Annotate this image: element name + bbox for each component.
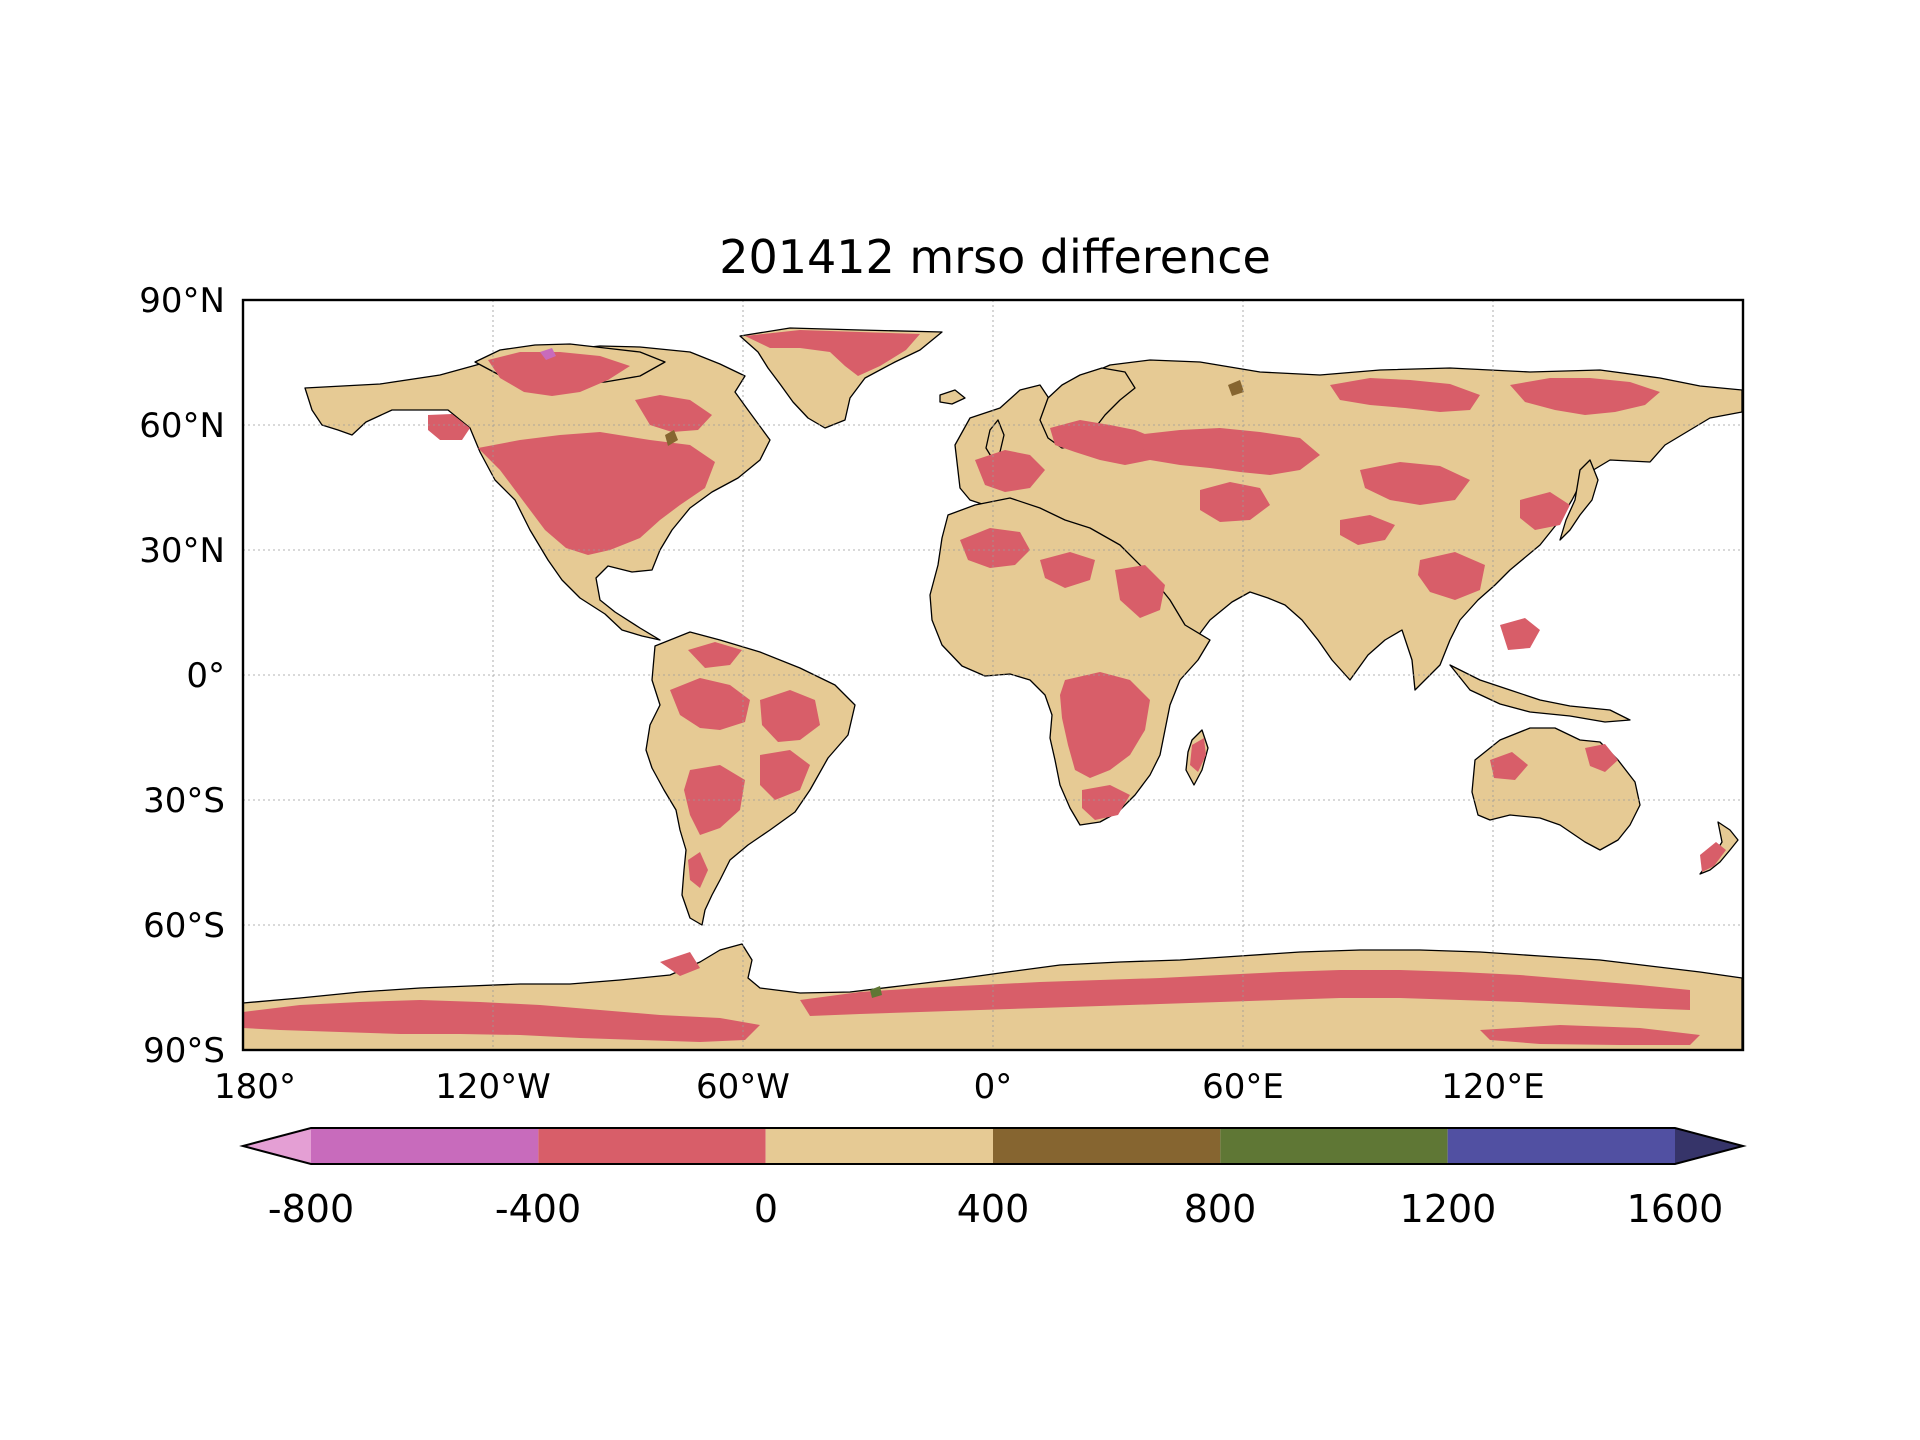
lat-tick-label: 0°	[186, 656, 225, 696]
colorbar-outline	[239, 1127, 1747, 1165]
gridlines	[243, 300, 1743, 1050]
anomaly-patch	[1040, 552, 1095, 588]
colorbar-segment	[765, 1128, 993, 1164]
colorbar-extend-high	[1675, 1128, 1743, 1164]
colorbar-segment	[311, 1128, 539, 1164]
anomaly-patch	[1340, 515, 1395, 545]
anomaly-patch	[975, 450, 1045, 492]
anomaly-patch	[670, 678, 750, 730]
colorbar-tick-label: 400	[957, 1187, 1030, 1231]
colorbar-tick-label: 1600	[1627, 1187, 1724, 1231]
anomaly-patch	[1330, 378, 1480, 412]
anomaly-patch	[1135, 428, 1320, 475]
colorbar-segment	[993, 1128, 1221, 1164]
lon-tick-label: 60°E	[1202, 1067, 1284, 1107]
anomaly-patch	[1228, 380, 1244, 396]
anomaly-patch	[1520, 492, 1570, 530]
map-title: 201412 mrso difference	[719, 230, 1271, 284]
lon-tick-label: 180°	[214, 1067, 296, 1107]
anomaly-patch	[1490, 752, 1528, 780]
lat-tick-label: 60°N	[139, 406, 225, 446]
colorbar-tick-label: 1200	[1400, 1187, 1497, 1231]
colorbar-segment	[1447, 1128, 1675, 1164]
anomaly-patch	[243, 1000, 760, 1042]
colorbar: -800 -400 0 400 800 1200 1600	[239, 1127, 1747, 1231]
colorbar-segment	[538, 1128, 766, 1164]
lon-tick-label: 120°E	[1441, 1067, 1544, 1107]
colorbar-tick-label: -400	[495, 1187, 581, 1231]
anomaly-patch	[1082, 785, 1130, 820]
extreme-anomaly-spots	[540, 348, 1244, 998]
lon-tick-label: 0°	[974, 1067, 1013, 1107]
lon-tick-label: 60°W	[696, 1067, 790, 1107]
anomaly-patch	[1480, 1025, 1700, 1045]
lat-tick-label: 90°N	[139, 281, 225, 321]
anomaly-patch	[1190, 738, 1206, 772]
colorbar-tick-label: 0	[754, 1187, 778, 1231]
lon-tick-labels: 180° 120°W 60°W 0° 60°E 120°E	[214, 1067, 1545, 1107]
colorbar-tick-label: 800	[1184, 1187, 1257, 1231]
colorbar-segments	[311, 1128, 1675, 1164]
anomaly-patch	[540, 348, 556, 360]
lat-tick-label: 30°N	[139, 531, 225, 571]
anomaly-patch	[688, 642, 742, 668]
colorbar-tick-labels: -800 -400 0 400 800 1200 1600	[268, 1187, 1723, 1231]
map-panel	[241, 298, 1745, 1052]
anomaly-patch	[1115, 565, 1165, 618]
landmass-iceland	[939, 389, 966, 405]
lat-tick-labels: 90°N 60°N 30°N 0° 30°S 60°S 90°S	[139, 281, 225, 1071]
colorbar-extend-low	[243, 1128, 311, 1164]
landmass-indonesia	[1449, 664, 1631, 723]
anomaly-patch	[1200, 482, 1270, 522]
anomaly-patch	[1050, 420, 1160, 465]
anomaly-patch	[660, 952, 700, 976]
anomaly-patch	[1360, 462, 1470, 505]
lat-tick-label: 60°S	[143, 906, 225, 946]
lat-tick-label: 90°S	[143, 1031, 225, 1071]
anomaly-patch	[1500, 618, 1540, 650]
map-frame	[241, 298, 1745, 1052]
anomaly-patch	[488, 352, 630, 396]
anomaly-patch	[800, 970, 1690, 1016]
anomaly-patch	[688, 852, 708, 888]
anomaly-patch	[665, 430, 678, 446]
lon-tick-label: 120°W	[435, 1067, 551, 1107]
anomaly-patch	[478, 432, 715, 555]
anomaly-patch	[1700, 842, 1726, 872]
anomaly-patch	[1418, 552, 1485, 600]
anomaly-patch	[428, 414, 470, 440]
anomaly-patch	[960, 528, 1030, 568]
anomaly-patch	[1510, 378, 1660, 415]
anomaly-patch	[635, 395, 712, 432]
anomaly-patch	[760, 750, 810, 800]
lat-tick-label: 30°S	[143, 781, 225, 821]
anomaly-patch	[1060, 672, 1150, 778]
colorbar-tick-label: -800	[268, 1187, 354, 1231]
anomaly-patch	[760, 690, 820, 742]
colorbar-segment	[1220, 1128, 1448, 1164]
anomaly-patch	[745, 330, 920, 376]
anomaly-patch	[870, 986, 882, 998]
anomaly-patch	[1585, 744, 1618, 772]
landmass-japan	[1559, 459, 1599, 541]
